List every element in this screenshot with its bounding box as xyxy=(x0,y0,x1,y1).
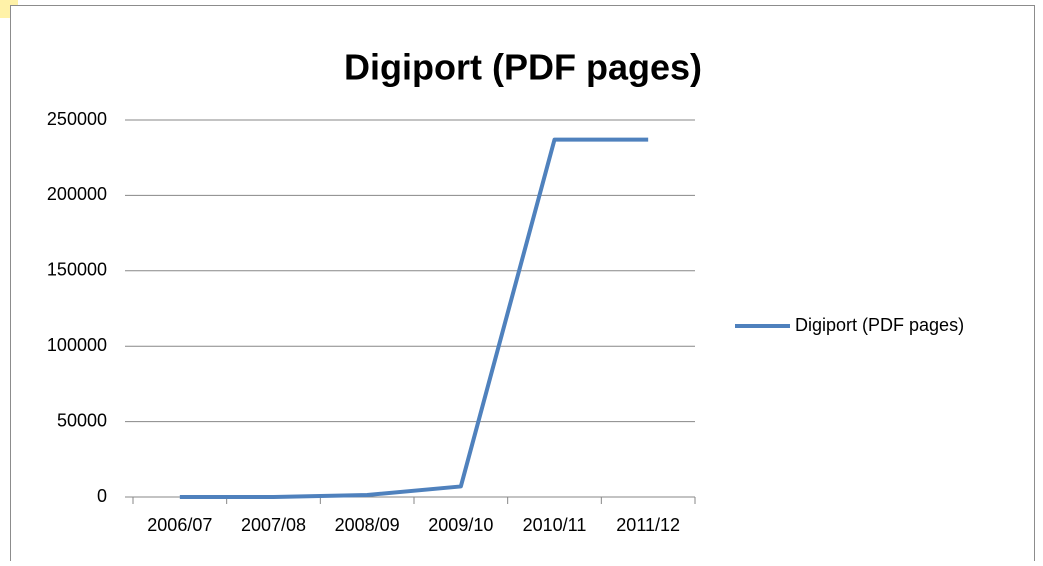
x-tick-label: 2008/09 xyxy=(335,515,400,535)
data-line xyxy=(179,137,649,499)
chart-border xyxy=(10,5,1035,566)
y-tick-label: 150000 xyxy=(47,260,107,280)
chart-title: Digiport (PDF pages) xyxy=(344,47,702,88)
x-tick-label: 2007/08 xyxy=(241,515,306,535)
y-tick-label: 0 xyxy=(97,486,107,506)
x-tick-label: 2009/10 xyxy=(428,515,493,535)
x-tick-label: 2006/07 xyxy=(147,515,212,535)
x-tick-label: 2010/11 xyxy=(523,515,587,535)
legend-label: Digiport (PDF pages) xyxy=(795,315,964,335)
y-tick-label: 50000 xyxy=(57,410,107,430)
x-tick-label: 2011/12 xyxy=(616,515,680,535)
y-tick-label: 200000 xyxy=(47,184,107,204)
y-tick-label: 250000 xyxy=(47,109,107,129)
y-tick-label: 100000 xyxy=(47,335,107,355)
